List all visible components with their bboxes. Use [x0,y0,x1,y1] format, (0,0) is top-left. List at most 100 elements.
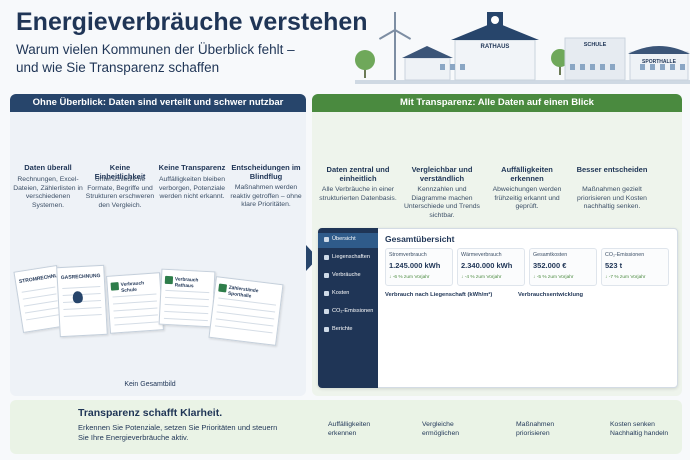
item-text: Unterschiedliche Formate, Begriffe und S… [85,176,155,209]
kpi-card [601,248,669,286]
item-text: Auffälligkeiten bleiben verborgen, Poten… [158,176,226,200]
document-line [24,307,59,314]
document-line [214,325,273,334]
document-line [22,293,57,300]
building-label: SPORTHALLE [642,59,677,65]
window [590,64,595,70]
document-line [63,306,102,310]
windmill-blade [394,29,412,40]
kpi-value: 2.340.000 kWh [461,261,513,270]
flame-icon [72,290,84,304]
building-label: RATHAUS [481,44,510,50]
menu-icon [324,327,329,332]
menu-item[interactable]: Übersicht [332,236,356,242]
kpi-change: ↓ -4 % zum Vorjahr [461,275,502,280]
ground [355,80,690,84]
document-line [113,314,158,319]
kpi-label: Wärmeverbrauch [461,252,502,258]
kpi-label: CO₂-Emissionen [605,252,645,258]
document: GASRECHNUNG [56,264,108,338]
building-label: SCHULE [584,42,607,48]
window [680,64,685,70]
dashboard-title: Gesamtübersicht [385,234,455,244]
left-panel [10,94,306,396]
kpi-card [529,248,597,286]
title: Energieverbräuche verstehen [16,8,368,36]
document-line [215,318,274,327]
subtitle-line: Warum vielen Kommunen der Überblick fehl… [16,42,295,57]
document-line [112,293,157,298]
benefit-label: Auffälligkeiten erkennen [328,421,371,437]
document-line [112,300,157,305]
window [570,64,575,70]
window [660,64,665,70]
document-line [26,314,60,321]
kpi-card [457,248,525,286]
caption: Kein Gesamtbild [124,381,176,388]
item-text: Rechnungen, Excel-Dateien, Zählerlisten … [13,176,83,209]
item-title: Vergleichbar und verständlich [411,165,473,183]
kpi-value: 1.245.000 kWh [389,261,441,270]
item-text: Kennzahlen und Diagramme machen Untersch… [404,186,480,219]
subtitle-line: und wie Sie Transparenz schaffen [16,60,220,75]
window [460,64,465,70]
menu-item[interactable]: Berichte [332,326,353,332]
tree-trunk [364,68,366,78]
tree-trunk [559,65,561,75]
benefit-label: Kosten senken Nachhaltig handeln [610,421,669,437]
town-hall-clock [491,16,499,24]
kpi-change: ↓ -6 % zum Vorjahr [389,275,430,280]
right-panel-heading: Mit Transparenz: Alle Daten auf einen Bl… [312,94,682,112]
document-line [62,286,101,290]
item-title: Daten zentral und einheitlich [326,165,390,183]
document-line [164,296,209,301]
footer-title: Transparenz schafft Klarheit. [78,407,223,419]
sports-hall [629,51,689,81]
menu-item[interactable]: Kosten [332,290,350,296]
window [440,64,445,70]
menu-active [318,233,378,248]
window [580,64,585,70]
item-text: Maßnahmen werden reaktiv getroffen – ohn… [230,184,302,208]
item-text: Maßnahmen gezielt priorisieren und Koste… [577,186,647,210]
transition-arrow [295,245,318,271]
window [600,64,605,70]
document-line [23,300,58,307]
item-title: Entscheidungen im Blindflug [231,163,301,181]
kpi-change: ↓ -5 % zum Vorjahr [533,275,574,280]
kpi-value: 523 t [605,261,623,270]
item-title: Auffälligkeiten erkennen [501,165,553,183]
document-line [63,313,102,317]
document-line [217,304,276,313]
menu-item[interactable]: Verbräuche [332,272,361,278]
menu-icon [324,237,329,242]
tree [355,50,375,70]
benefit-label: Maßnahmen priorisieren [516,421,555,437]
sports-hall-roof [628,46,690,54]
document-line [164,310,209,315]
item-text: Alle Verbräuche in einer strukturierten … [319,186,397,202]
footer-text: Erkennen Sie Potenziale, setzen Sie Prio… [78,423,278,442]
menu-item[interactable]: CO₂-Emissionen [332,308,374,314]
document-line [113,307,158,312]
kpi-label: Stromverbrauch [389,252,427,258]
item-title: Keine Einheitlichkeit [94,163,146,181]
item-title: Daten überall [24,163,72,172]
excel-badge [218,283,228,293]
footer [10,400,682,454]
benefit-label: Vergleiche ermöglichen [422,421,460,437]
menu-item[interactable]: Liegenschaften [332,254,370,260]
document-label: STROMRECHNUNG [18,271,66,286]
window [670,64,675,70]
document: Zählerstände Sporthalle [208,276,284,346]
item-title: Besser entscheiden [576,165,648,174]
excel-badge [164,275,174,285]
chart-title: Verbrauch nach Liegenschaft (kWh/m²) [385,292,493,298]
document: Verbrauch Rathaus [158,268,216,328]
document-line [163,317,208,322]
windmill-blade [378,29,396,40]
menu-icon [324,309,329,314]
menu-icon [324,273,329,278]
